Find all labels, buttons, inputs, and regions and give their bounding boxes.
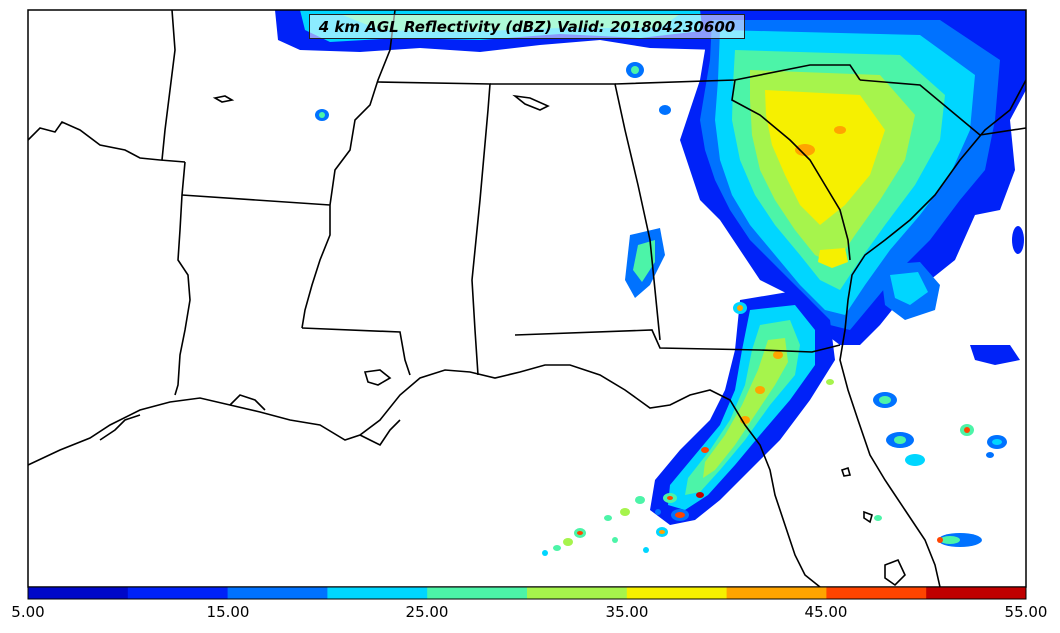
- colorbar-segment: [327, 587, 428, 599]
- colorbar-segment: [227, 587, 328, 599]
- colorbar-segment: [427, 587, 528, 599]
- colorbar: [28, 587, 1027, 599]
- colorbar-label-25: 25.00: [405, 603, 449, 621]
- colorbar-segment: [527, 587, 628, 599]
- colorbar-segment: [826, 587, 927, 599]
- colorbar-segment: [726, 587, 827, 599]
- colorbar-segment: [28, 587, 129, 599]
- colorbar-label-15: 15.00: [206, 603, 250, 621]
- colorbar-label-55: 55.00: [1004, 603, 1048, 621]
- map-title: 4 km AGL Reflectivity (dBZ) Valid: 20180…: [309, 14, 745, 39]
- colorbar-label-45: 45.00: [804, 603, 848, 621]
- colorbar-label-5: 5.00: [11, 603, 45, 621]
- colorbar-segment: [926, 587, 1027, 599]
- colorbar-segment: [626, 587, 728, 599]
- colorbar-frame: [27, 586, 1027, 600]
- boundaries: [28, 10, 1026, 587]
- colorbar-segment: [127, 587, 229, 599]
- colorbar-label-35: 35.00: [605, 603, 649, 621]
